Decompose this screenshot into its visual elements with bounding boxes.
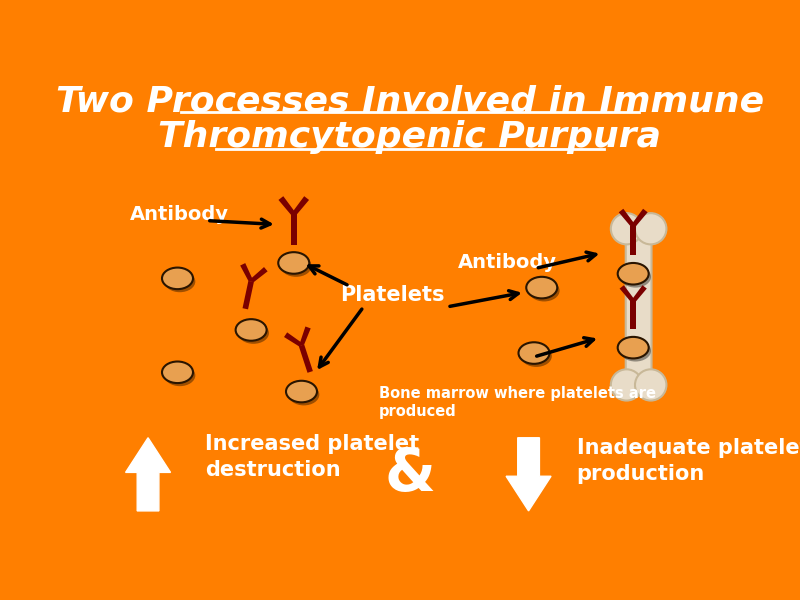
Text: Thromcytopenic Purpura: Thromcytopenic Purpura	[158, 121, 662, 154]
Polygon shape	[619, 285, 636, 301]
Ellipse shape	[162, 268, 193, 289]
Ellipse shape	[618, 337, 649, 358]
Ellipse shape	[620, 340, 651, 362]
Text: Platelets: Platelets	[340, 286, 445, 305]
Polygon shape	[630, 301, 636, 329]
Text: Antibody: Antibody	[458, 253, 557, 272]
Ellipse shape	[278, 252, 310, 274]
Ellipse shape	[162, 362, 193, 383]
Polygon shape	[630, 226, 636, 255]
FancyArrow shape	[506, 438, 551, 511]
Circle shape	[635, 213, 666, 244]
Circle shape	[635, 370, 666, 401]
FancyBboxPatch shape	[626, 222, 651, 392]
Ellipse shape	[164, 271, 195, 292]
Text: &: &	[385, 446, 435, 503]
Text: Inadequate platelet
production: Inadequate platelet production	[577, 437, 800, 484]
Polygon shape	[630, 285, 647, 301]
Text: Increased platelet
destruction: Increased platelet destruction	[205, 434, 418, 480]
Polygon shape	[278, 196, 297, 214]
Ellipse shape	[620, 266, 651, 287]
Circle shape	[611, 370, 642, 401]
Ellipse shape	[521, 346, 552, 367]
Ellipse shape	[618, 263, 649, 284]
Polygon shape	[630, 209, 648, 226]
Polygon shape	[290, 214, 297, 245]
Polygon shape	[284, 332, 304, 346]
Polygon shape	[299, 326, 310, 346]
Polygon shape	[290, 196, 309, 214]
Ellipse shape	[236, 319, 266, 341]
Ellipse shape	[288, 384, 319, 406]
Ellipse shape	[529, 280, 559, 301]
Polygon shape	[242, 281, 254, 310]
Text: Two Processes Involved in Immune: Two Processes Involved in Immune	[56, 84, 764, 118]
Text: Antibody: Antibody	[130, 205, 229, 224]
Polygon shape	[299, 344, 313, 373]
Ellipse shape	[286, 381, 317, 403]
Circle shape	[611, 213, 642, 244]
Ellipse shape	[238, 322, 269, 344]
Ellipse shape	[526, 277, 558, 298]
Text: Bone marrow where platelets are
produced: Bone marrow where platelets are produced	[379, 386, 656, 419]
Polygon shape	[618, 209, 636, 226]
FancyArrow shape	[126, 438, 170, 511]
Ellipse shape	[518, 342, 550, 364]
Polygon shape	[240, 263, 254, 282]
Ellipse shape	[281, 255, 311, 277]
Polygon shape	[248, 267, 268, 282]
Ellipse shape	[164, 365, 195, 386]
